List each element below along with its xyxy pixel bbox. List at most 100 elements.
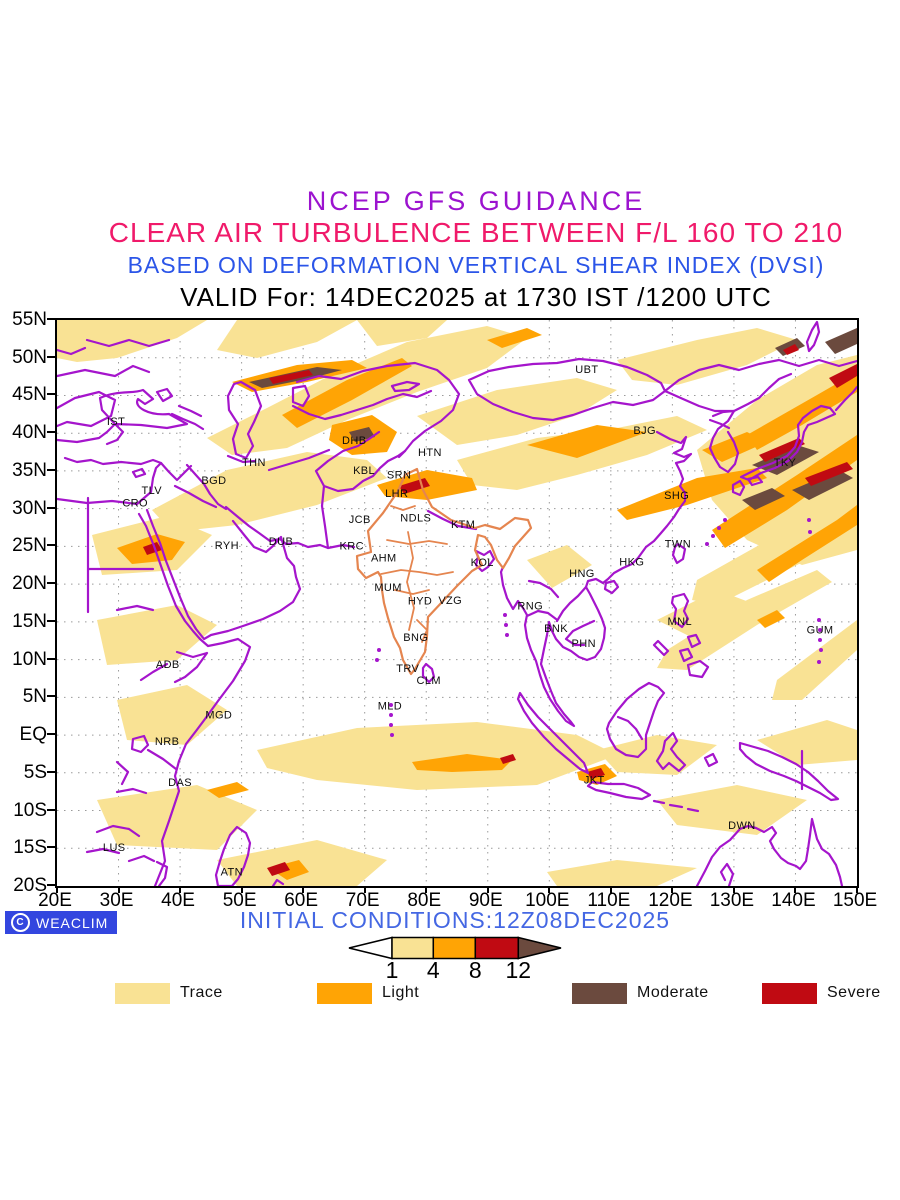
city-label-bnk: BNK	[544, 623, 568, 635]
city-label-kbl: KBL	[353, 465, 375, 477]
city-label-bgd: BGD	[201, 475, 226, 487]
city-label-phn: PHN	[572, 638, 596, 650]
legend-item-light: Light	[317, 982, 419, 1004]
city-label-hyd: HYD	[408, 596, 432, 608]
weaclim-logo: C WEACLIM	[5, 911, 118, 934]
legend-swatch-trace	[115, 982, 170, 1004]
x-tick-120E: 120E	[648, 890, 693, 911]
x-tickmark	[56, 886, 58, 893]
city-label-tky: TKY	[774, 457, 797, 469]
y-tick-25N: 25N	[12, 535, 47, 557]
legend-swatch-severe	[762, 982, 817, 1004]
city-label-bng: BNG	[403, 632, 428, 644]
x-tickmark	[302, 886, 305, 893]
city-label-ndls: NDLS	[400, 513, 431, 525]
y-tick-55N: 55N	[12, 309, 47, 330]
city-label-bjg: BJG	[633, 425, 656, 437]
title-model: NCEP GFS GUIDANCE	[306, 186, 646, 216]
map-panel: IST TLV CRO BGD THN RYH DUB ADB MGD NRB DAS LUS ATN M…	[55, 318, 859, 888]
city-label-adb: ADB	[156, 659, 180, 671]
x-tickmark	[425, 886, 428, 893]
y-tickmark	[47, 431, 55, 434]
x-tickmark	[609, 886, 612, 893]
city-label-dhb: DHB	[342, 435, 366, 447]
x-tick-70E: 70E	[345, 890, 380, 911]
legend-swatch-light	[317, 982, 372, 1004]
legend-label-trace: Trace	[180, 984, 223, 1001]
city-label-mnl: MNL	[668, 616, 692, 628]
x-tick-30E: 30E	[99, 890, 134, 911]
legend-item-severe: Severe	[762, 982, 881, 1004]
y-tickmark	[47, 808, 55, 811]
legend-item-trace: Trace	[115, 982, 223, 1004]
city-label-cro: CRO	[122, 498, 148, 510]
city-label-das: DAS	[168, 777, 192, 789]
city-label-vzg: VZG	[438, 595, 462, 607]
city-label-clm: CLM	[416, 675, 440, 687]
city-label-ist: IST	[107, 416, 125, 428]
y-tickmark	[47, 619, 55, 622]
city-label-thn: THN	[242, 457, 266, 469]
x-tickmark	[486, 886, 489, 893]
city-label-lus: LUS	[103, 842, 126, 854]
city-label-srn: SRN	[387, 470, 411, 482]
y-tickmark	[47, 770, 55, 773]
city-label-twn: TWN	[665, 538, 691, 550]
city-label-mld: MLD	[378, 701, 402, 713]
city-label-tlv: TLV	[141, 485, 162, 497]
y-tick-30N: 30N	[12, 497, 47, 519]
x-tick-150E: 150E	[832, 890, 878, 911]
india-borders	[355, 467, 533, 676]
x-tick-110E: 110E	[587, 890, 631, 911]
x-tick-50E: 50E	[222, 890, 257, 911]
legend-label-moderate: Moderate	[637, 984, 709, 1001]
y-tickmark	[47, 468, 55, 471]
city-label-dub: DUB	[269, 536, 293, 548]
legend-swatch-moderate	[572, 982, 627, 1004]
city-label-kol: KOL	[471, 557, 494, 569]
city-label-jcb: JCB	[349, 514, 371, 526]
city-label-dwn: DWN	[728, 820, 755, 832]
y-tickmark	[47, 544, 55, 547]
colorbar-value-8: 8	[468, 957, 482, 983]
city-label-gum: GUM	[807, 624, 834, 636]
x-tickmark	[240, 886, 243, 893]
title-method: BASED ON DEFORMATION VERTICAL SHEAR INDE…	[127, 252, 825, 278]
city-label-ktm: KTM	[451, 519, 475, 531]
y-tick-5N: 5N	[22, 686, 47, 708]
city-label-mgd: MGD	[205, 710, 232, 722]
city-label-mum: MUM	[374, 582, 401, 594]
country-borders	[57, 320, 857, 886]
y-tick-20N: 20N	[12, 573, 47, 595]
y-tick-40N: 40N	[12, 422, 47, 444]
x-tickmark	[856, 886, 858, 893]
city-label-hkg: HKG	[619, 556, 644, 568]
x-tickmark	[671, 886, 674, 893]
y-tickmark	[47, 733, 55, 736]
y-tick-50N: 50N	[12, 346, 47, 368]
city-label-rng: RNG	[517, 600, 543, 612]
x-tick-90E: 90E	[468, 890, 503, 911]
y-tickmark	[47, 393, 55, 396]
y-tick-15N: 15N	[12, 610, 47, 632]
city-label-krc: KRC	[340, 541, 364, 553]
colorbar-value-12: 12	[505, 957, 532, 983]
x-tick-20E: 20E	[38, 890, 72, 911]
colorbar-value-1: 1	[385, 957, 399, 983]
legend-item-moderate: Moderate	[572, 982, 709, 1004]
x-tick-100E: 100E	[525, 890, 570, 911]
legend-label-light: Light	[382, 984, 420, 1001]
y-tick-20S: 20S	[13, 875, 47, 896]
y-tickmark	[47, 846, 55, 849]
copyright-icon: C	[11, 913, 30, 932]
y-tickmark	[47, 355, 55, 358]
y-tickmark	[47, 695, 55, 698]
y-tickmark	[47, 657, 55, 660]
city-label-ubt: UBT	[575, 364, 598, 376]
title-product: CLEAR AIR TURBULENCE BETWEEN F/L 160 TO …	[108, 217, 844, 248]
y-tick-35N: 35N	[12, 459, 47, 481]
city-label-shg: SHG	[664, 490, 689, 502]
